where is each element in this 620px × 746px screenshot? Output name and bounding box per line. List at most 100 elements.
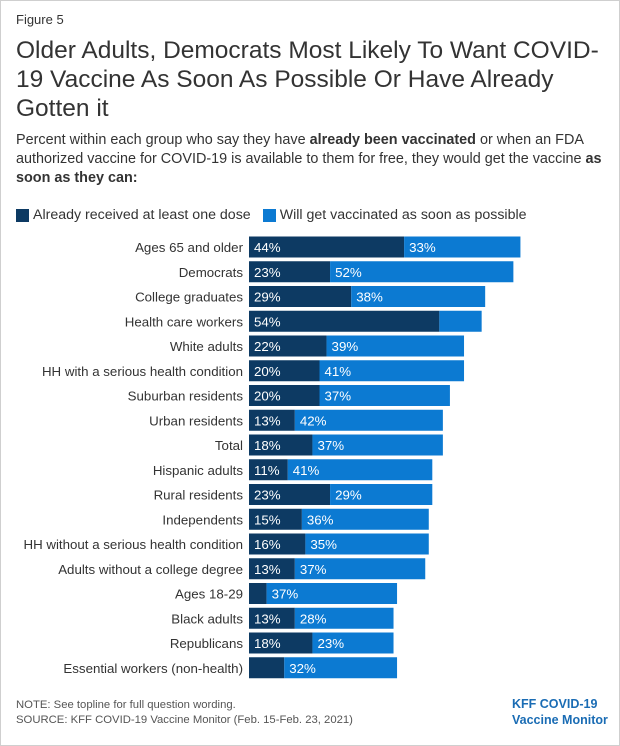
- data-label-received: 23%: [254, 488, 281, 503]
- data-label-asap: 42%: [300, 413, 327, 428]
- bar-received: [249, 409, 295, 431]
- data-label-asap: 35%: [310, 537, 337, 552]
- bar-received: [249, 434, 313, 456]
- bar-asap: [266, 583, 398, 604]
- chart-title: Older Adults, Democrats Most Likely To W…: [16, 37, 599, 122]
- bar-received: [249, 657, 285, 679]
- bar-asap: [312, 434, 443, 456]
- data-label-received: 13%: [254, 611, 281, 626]
- bar-asap: [294, 607, 394, 629]
- subtitle-part-1: Percent within each group who say they h…: [16, 132, 310, 148]
- data-label-asap: 39%: [332, 339, 359, 354]
- category-label: Rural residents: [154, 488, 244, 503]
- bar-asap: [439, 310, 482, 332]
- bar-asap: [330, 484, 433, 505]
- legend-label-asap: Will get vaccinated as soon as possible: [279, 207, 527, 223]
- legend-label-received: Already received at least one dose: [33, 207, 251, 223]
- category-label: Ages 18-29: [175, 587, 243, 602]
- category-label: Hispanic adults: [153, 463, 244, 478]
- data-label-received: 13%: [254, 413, 281, 428]
- bar-received: [249, 335, 327, 357]
- chart-legend: Already received at least one dose Will …: [16, 206, 539, 224]
- bar-chart: Ages 65 and older 44% 33% Democrats 23% 52% Co…: [23, 236, 521, 679]
- bar-asap: [284, 657, 398, 679]
- data-label-asap: 41%: [293, 463, 320, 478]
- category-label: Republicans: [170, 636, 244, 651]
- category-label: Democrats: [179, 265, 244, 280]
- bar-received: [249, 310, 440, 332]
- subtitle-bold-1: already been vaccinated: [309, 132, 476, 148]
- subtitle-part-2: or when an FDA authorized vaccine for CO…: [16, 132, 586, 167]
- data-label-received: 13%: [254, 562, 281, 577]
- bar-asap: [312, 632, 394, 654]
- category-label: Suburban residents: [128, 389, 244, 404]
- bar-asap: [319, 360, 465, 382]
- bar-received: [249, 632, 313, 654]
- data-label-asap: 33%: [409, 240, 436, 255]
- bar-asap: [287, 459, 433, 481]
- bar-received: [249, 484, 331, 505]
- data-label-asap: 36%: [307, 512, 334, 527]
- legend-item-received: Already received at least one dose: [16, 207, 251, 223]
- category-label: White adults: [170, 339, 244, 354]
- data-label-asap: 29%: [335, 488, 362, 503]
- data-label-received: 15%: [254, 512, 281, 527]
- data-label-received: 54%: [254, 314, 281, 329]
- data-label-asap: 38%: [356, 290, 383, 305]
- bar-asap: [330, 261, 514, 283]
- bar-received: [249, 583, 267, 604]
- bar-received: [249, 360, 320, 382]
- data-label-received: 44%: [254, 240, 281, 255]
- data-label-received: 18%: [254, 438, 281, 453]
- bar-asap: [301, 508, 429, 530]
- bar-asap: [305, 533, 429, 555]
- bar-asap: [326, 335, 465, 357]
- bar-asap: [294, 409, 443, 431]
- category-label: HH with a serious health condition: [42, 364, 243, 379]
- bar-received: [249, 508, 302, 530]
- bar-asap: [351, 286, 486, 307]
- data-label-asap: 37%: [325, 389, 352, 404]
- category-label: HH without a serious health condition: [23, 537, 243, 552]
- category-label: Health care workers: [125, 314, 244, 329]
- figure-label: Figure 5: [16, 12, 64, 27]
- data-label-received: 16%: [254, 537, 281, 552]
- bar-received: [249, 607, 295, 629]
- data-label-received: 29%: [254, 290, 281, 305]
- data-label-received: 20%: [254, 364, 281, 379]
- category-label: Independents: [162, 512, 243, 527]
- bar-asap: [404, 236, 521, 258]
- data-label-asap: 41%: [325, 364, 352, 379]
- data-label-asap: 37%: [272, 587, 299, 602]
- bar-asap: [319, 385, 450, 406]
- category-label: Essential workers (non-health): [63, 661, 243, 676]
- bar-received: [249, 533, 306, 555]
- data-label-asap: 37%: [317, 438, 344, 453]
- bar-received: [249, 261, 331, 283]
- logo-line-2: Vaccine Monitor: [512, 713, 608, 727]
- legend-swatch-asap: [262, 208, 276, 222]
- bar-received: [249, 558, 295, 580]
- legend-swatch-received: [16, 208, 29, 222]
- bar-received: [249, 286, 352, 307]
- data-label-asap: 23%: [317, 636, 344, 651]
- data-label-asap: 28%: [300, 611, 327, 626]
- data-label-received: 20%: [254, 389, 281, 404]
- source-text: SOURCE: KFF COVID-19 Vaccine Monitor (Fe…: [16, 714, 353, 726]
- category-label: College graduates: [135, 290, 243, 305]
- chart-subtitle: Percent within each group who say they h…: [16, 131, 611, 188]
- data-label-asap: 52%: [335, 265, 362, 280]
- data-label-received: 18%: [254, 636, 281, 651]
- subtitle-bold-2: as soon as they can:: [16, 151, 602, 186]
- bar-received: [249, 385, 320, 406]
- legend-item-asap: Will get vaccinated as soon as possible: [262, 207, 527, 223]
- data-label-received: 22%: [254, 339, 281, 354]
- category-label: Total: [215, 438, 243, 453]
- kff-logo: KFF COVID-19 Vaccine Monitor: [512, 696, 612, 728]
- data-label-received: 11%: [254, 463, 280, 478]
- note-text: NOTE: See topline for full question word…: [16, 699, 236, 711]
- bar-received: [249, 236, 405, 258]
- data-label-asap: 32%: [289, 661, 316, 676]
- data-label-asap: 37%: [300, 562, 327, 577]
- category-label: Adults without a college degree: [58, 562, 243, 577]
